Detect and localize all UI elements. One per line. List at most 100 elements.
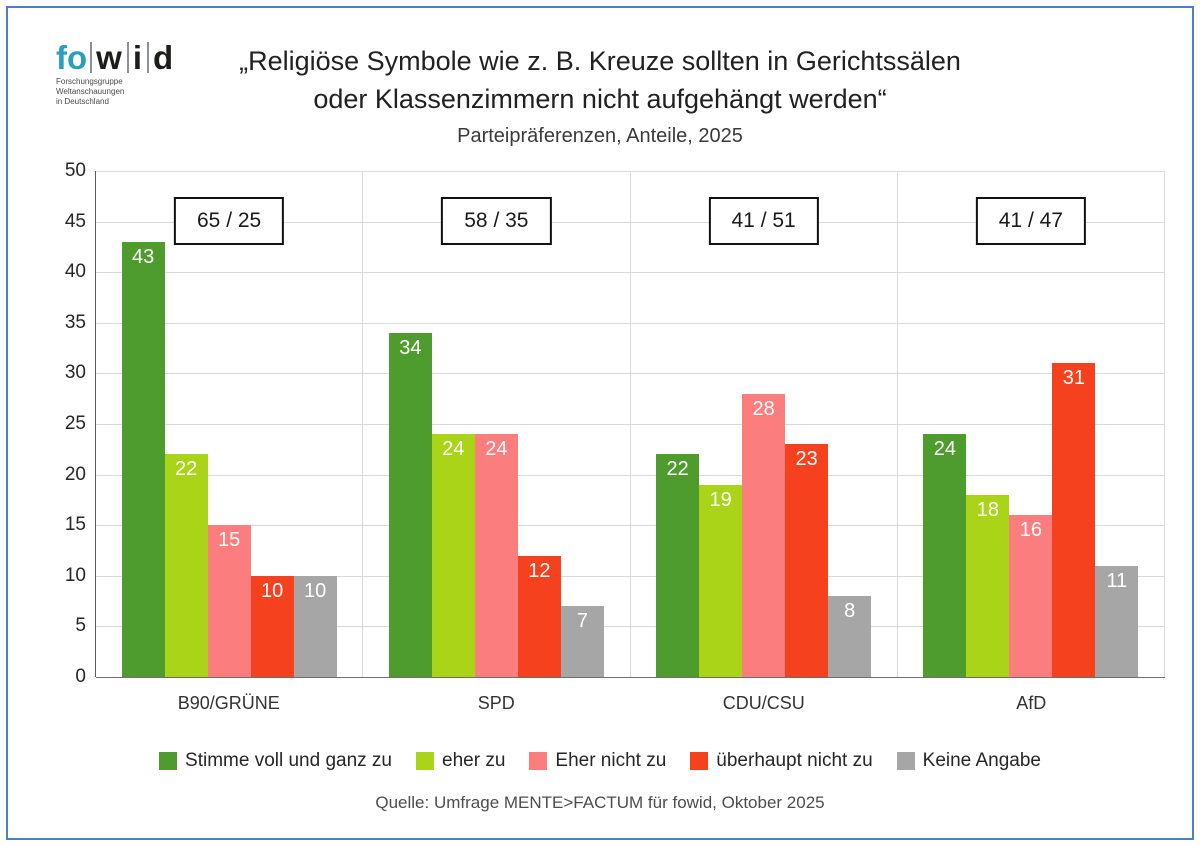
bar-cluster: 34 24 24 12 7 <box>363 171 629 677</box>
agree-disagree-summary-box: 58 / 35 <box>441 197 552 245</box>
gridline <box>96 575 1165 577</box>
y-tick-label: 20 <box>64 463 86 485</box>
legend-item: eher zu <box>416 750 505 772</box>
bar: 7 <box>560 606 604 677</box>
x-category-label: B90/GRÜNE <box>177 693 280 713</box>
bar: 16 <box>1009 515 1053 677</box>
gridline <box>96 626 1165 628</box>
bar: 10 <box>293 575 337 677</box>
logo-text-fo: fo <box>56 39 88 76</box>
category-group: 24 18 16 31 11 41 / 47 <box>898 171 1165 677</box>
bar-value-label: 34 <box>399 336 422 359</box>
bar: 24 <box>431 434 475 677</box>
chart-header: „Religiöse Symbole wie z. B. Kreuze soll… <box>0 42 1200 150</box>
legend-label: Keine Angabe <box>922 750 1041 771</box>
y-tick-label: 40 <box>64 261 86 283</box>
legend-label: überhaupt nicht zu <box>716 750 873 771</box>
bar-value-label: 12 <box>528 559 551 582</box>
legend-label: Eher nicht zu <box>555 750 667 771</box>
bar-cluster: 22 19 28 23 8 <box>631 171 897 677</box>
logo-text-i: i <box>126 41 144 74</box>
y-tick-label: 35 <box>64 311 86 333</box>
legend-swatch <box>529 752 548 770</box>
gridline <box>96 424 1165 425</box>
x-axis-labels: B90/GRÜNE SPD CDU/CSU AfD <box>95 693 1165 714</box>
category-group: 22 19 28 23 8 41 / 51 <box>631 171 898 677</box>
plot-area: 43 22 15 10 10 65 / 25 34 24 24 12 7 58 / 35 22 19 28 2… <box>95 171 1165 678</box>
source-note: Quelle: Umfrage MENTE>FACTUM für fowid, … <box>375 793 825 812</box>
x-category-label: SPD <box>477 693 515 713</box>
bar: 43 <box>121 241 165 677</box>
bar: 22 <box>164 454 208 677</box>
bar: 8 <box>828 596 872 677</box>
bar-value-label: 28 <box>752 397 775 420</box>
bar: 24 <box>474 434 518 677</box>
gridline <box>96 272 1165 274</box>
agree-disagree-summary-box: 41 / 51 <box>708 197 819 245</box>
agree-disagree-summary-box: 41 / 47 <box>975 197 1086 245</box>
legend-label: eher zu <box>442 750 506 771</box>
bar-value-label: 43 <box>132 245 155 268</box>
legend: Stimme voll und ganz zu eher zu Eher nicht… <box>0 750 1200 772</box>
bar-value-label: 11 <box>1106 569 1128 592</box>
x-category-label: CDU/CSU <box>722 693 805 713</box>
bar: 12 <box>517 555 561 677</box>
gridline <box>96 221 1165 223</box>
gridlines <box>96 171 1165 678</box>
logo-subtitle-line: Forschungsgruppe <box>56 77 123 87</box>
bar-value-label: 24 <box>442 438 465 461</box>
y-axis: 0 5 10 15 20 25 30 35 40 45 50 <box>0 160 86 687</box>
bar: 31 <box>1052 363 1096 677</box>
gridline <box>96 525 1165 527</box>
gridline <box>96 322 1165 324</box>
logo-subtitle-line: Weltanschauungen <box>56 87 125 97</box>
bar-value-label: 24 <box>933 438 956 461</box>
legend-item: Keine Angabe <box>896 750 1041 772</box>
bar-value-label: 10 <box>304 579 327 602</box>
y-tick-label: 0 <box>75 666 86 687</box>
bar-value-label: 22 <box>175 458 198 481</box>
legend-item: Eher nicht zu <box>529 750 666 772</box>
logo-subtitle: Forschungsgruppe Weltanschauungen in Deu… <box>56 77 175 107</box>
bar-value-label: 10 <box>261 579 284 602</box>
bar: 18 <box>966 494 1010 677</box>
legend-label: Stimme voll und ganz zu <box>185 750 393 771</box>
y-tick-label: 10 <box>64 564 86 586</box>
logo-text-w: w <box>90 41 124 74</box>
bar: 24 <box>923 434 967 677</box>
chart-subtitle: Parteipräferenzen, Anteile, 2025 <box>457 125 743 147</box>
gridline <box>96 373 1165 375</box>
logo-text-d: d <box>147 41 175 74</box>
bar-value-label: 22 <box>666 458 689 481</box>
bar: 15 <box>207 525 251 677</box>
legend-item: Stimme voll und ganz zu <box>159 750 392 772</box>
bar-cluster: 43 22 15 10 10 <box>96 171 362 677</box>
y-tick-label: 50 <box>64 160 86 181</box>
gridline <box>96 171 1165 172</box>
bar: 23 <box>785 444 829 677</box>
y-tick-label: 30 <box>64 362 86 384</box>
bar-value-label: 24 <box>485 438 508 461</box>
bar-cluster: 24 18 16 31 11 <box>898 171 1164 677</box>
bar-value-label: 8 <box>844 600 856 623</box>
x-axis-line <box>96 677 1165 678</box>
legend-swatch <box>896 752 915 770</box>
bar-value-label: 16 <box>1019 519 1042 542</box>
y-tick-label: 45 <box>64 210 86 232</box>
bar: 11 <box>1095 565 1139 677</box>
bar-groups: 43 22 15 10 10 65 / 25 34 24 24 12 7 58 / 35 22 19 28 2… <box>96 171 1165 677</box>
gridline <box>96 474 1165 476</box>
agree-disagree-summary-box: 65 / 25 <box>174 197 285 245</box>
bar-value-label: 7 <box>576 610 588 633</box>
bar-value-label: 23 <box>795 448 818 471</box>
chart-title-line-2: oder Klassenzimmern nicht aufgehängt wer… <box>313 84 887 114</box>
legend-swatch <box>690 752 709 770</box>
bar-value-label: 19 <box>709 488 732 511</box>
y-tick-label: 15 <box>64 514 86 536</box>
legend-item: überhaupt nicht zu <box>690 750 873 772</box>
bar-value-label: 31 <box>1062 367 1085 390</box>
bar-value-label: 18 <box>976 498 999 521</box>
category-group: 34 24 24 12 7 58 / 35 <box>363 171 631 677</box>
y-tick-label: 5 <box>75 615 86 637</box>
